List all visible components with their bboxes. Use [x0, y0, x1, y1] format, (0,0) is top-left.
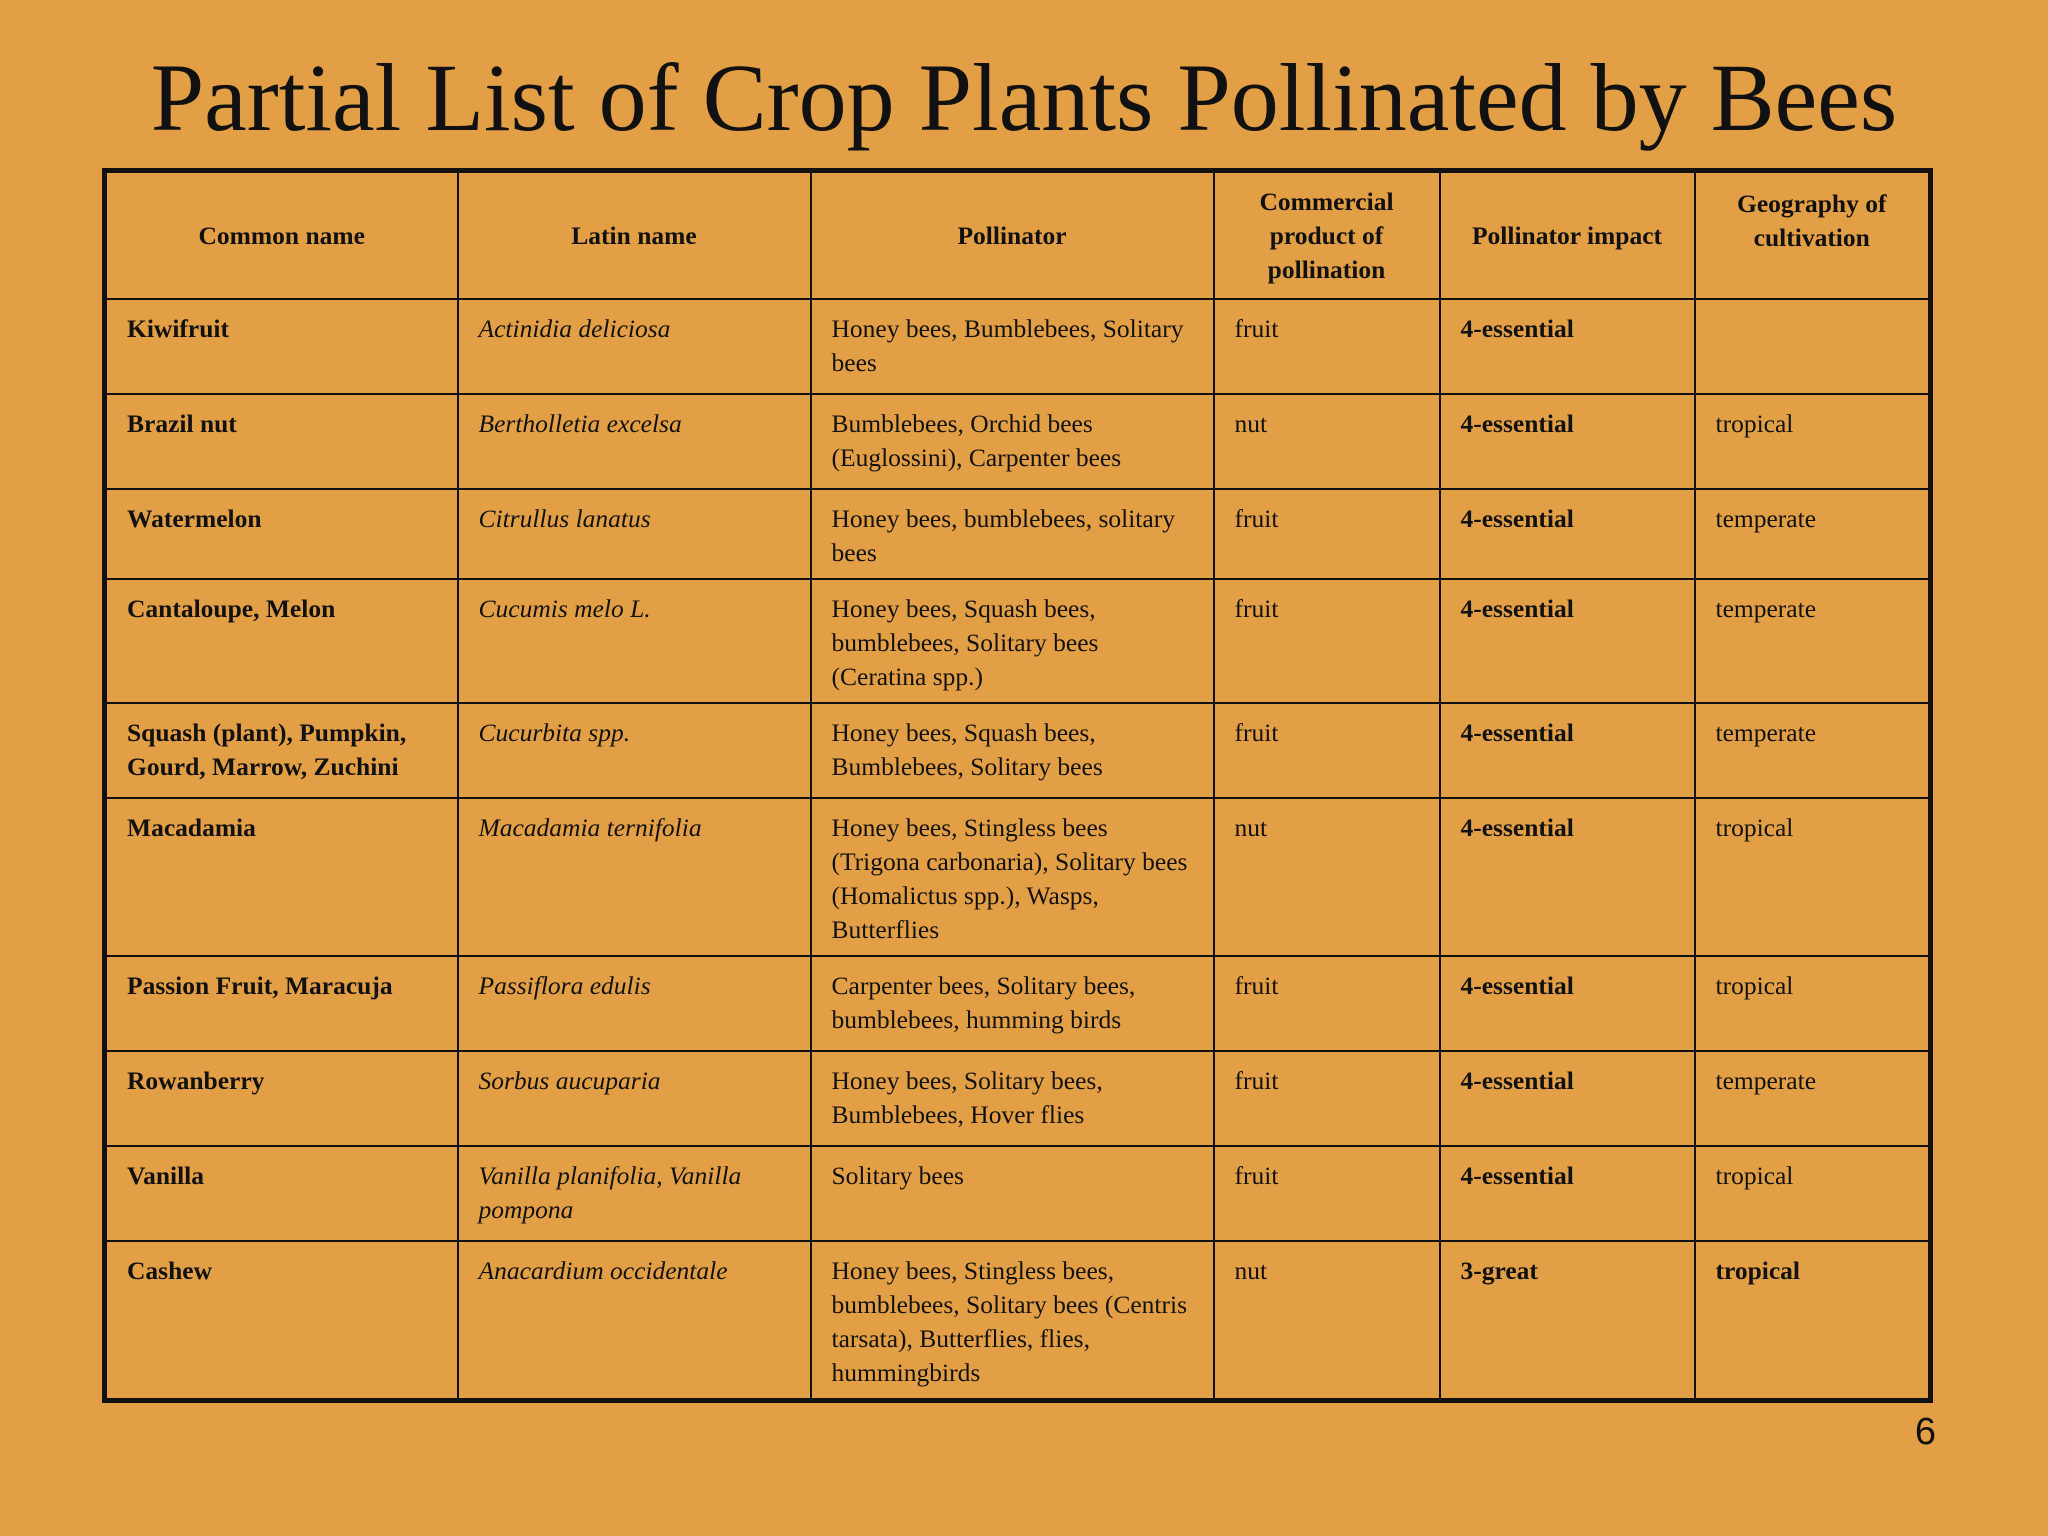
table-header-row: Common name Latin name Pollinator Commer…: [103, 169, 1932, 300]
cell-impact: 4-essential: [1438, 488, 1696, 580]
cell-latin-name: Vanilla planifolia, Vanilla pompona: [456, 1145, 812, 1242]
cell-common-name: Kiwifruit: [103, 298, 459, 395]
cell-product: fruit: [1212, 1050, 1441, 1147]
cell-pollinator: Honey bees, bumblebees, solitary bees: [809, 488, 1215, 580]
table-row: Macadamia Macadamia ternifolia Honey bee…: [103, 797, 1932, 957]
cell-latin-name: Sorbus aucuparia: [456, 1050, 812, 1147]
cell-product: fruit: [1212, 955, 1441, 1052]
cell-pollinator: Honey bees, Solitary bees, Bumblebees, H…: [809, 1050, 1215, 1147]
cell-impact: 4-essential: [1438, 1145, 1696, 1242]
cell-product: fruit: [1212, 1145, 1441, 1242]
cell-product: nut: [1212, 1240, 1441, 1402]
cell-pollinator: Honey bees, Stingless bees (Trigona carb…: [809, 797, 1215, 957]
cell-pollinator: Solitary bees: [809, 1145, 1215, 1242]
cell-latin-name: Actinidia deliciosa: [456, 298, 812, 395]
cell-geography: tropical: [1693, 797, 1932, 957]
cell-impact: 4-essential: [1438, 298, 1696, 395]
header-pollinator: Pollinator: [809, 169, 1215, 300]
cell-product: fruit: [1212, 578, 1441, 704]
header-latin-name: Latin name: [456, 169, 812, 300]
cell-latin-name: Anacardium occidentale: [456, 1240, 812, 1402]
cell-geography: temperate: [1693, 702, 1932, 799]
cell-common-name: Passion Fruit, Maracuja: [103, 955, 459, 1052]
cell-common-name: Cantaloupe, Melon: [103, 578, 459, 704]
cell-product: fruit: [1212, 702, 1441, 799]
cell-common-name: Macadamia: [103, 797, 459, 957]
cell-common-name: Squash (plant), Pumpkin, Gourd, Marrow, …: [103, 702, 459, 799]
cell-geography: tropical: [1693, 1240, 1932, 1402]
table-row: Watermelon Citrullus lanatus Honey bees,…: [103, 488, 1932, 580]
cell-pollinator: Bumblebees, Orchid bees (Euglossini), Ca…: [809, 393, 1215, 490]
crop-pollination-table: Common name Latin name Pollinator Commer…: [102, 168, 1933, 1403]
cell-impact: 4-essential: [1438, 702, 1696, 799]
table-row: Vanilla Vanilla planifolia, Vanilla pomp…: [103, 1145, 1932, 1242]
table-row: Cashew Anacardium occidentale Honey bees…: [103, 1240, 1932, 1402]
cell-common-name: Brazil nut: [103, 393, 459, 490]
cell-pollinator: Honey bees, Squash bees, bumblebees, Sol…: [809, 578, 1215, 704]
cell-pollinator: Honey bees, Squash bees, Bumblebees, Sol…: [809, 702, 1215, 799]
table-row: Squash (plant), Pumpkin, Gourd, Marrow, …: [103, 702, 1932, 799]
cell-pollinator: Honey bees, Bumblebees, Solitary bees: [809, 298, 1215, 395]
cell-pollinator: Honey bees, Stingless bees, bumblebees, …: [809, 1240, 1215, 1402]
cell-product: fruit: [1212, 488, 1441, 580]
cell-geography: tropical: [1693, 393, 1932, 490]
table-row: Kiwifruit Actinidia deliciosa Honey bees…: [103, 298, 1932, 395]
cell-geography: temperate: [1693, 488, 1932, 580]
cell-common-name: Watermelon: [103, 488, 459, 580]
crop-table-container: Common name Latin name Pollinator Commer…: [102, 168, 1933, 1403]
cell-geography: temperate: [1693, 1050, 1932, 1147]
table-row: Brazil nut Bertholletia excelsa Bumblebe…: [103, 393, 1932, 490]
cell-latin-name: Macadamia ternifolia: [456, 797, 812, 957]
header-geography: Geography of cultivation: [1693, 169, 1932, 300]
cell-common-name: Rowanberry: [103, 1050, 459, 1147]
cell-geography: temperate: [1693, 578, 1932, 704]
cell-latin-name: Bertholletia excelsa: [456, 393, 812, 490]
table-row: Cantaloupe, Melon Cucumis melo L. Honey …: [103, 578, 1932, 704]
cell-geography: [1693, 298, 1932, 395]
cell-impact: 3-great: [1438, 1240, 1696, 1402]
slide-title: Partial List of Crop Plants Pollinated b…: [150, 44, 1898, 151]
page-number: 6: [1914, 1411, 1936, 1453]
cell-common-name: Vanilla: [103, 1145, 459, 1242]
cell-product: nut: [1212, 797, 1441, 957]
cell-impact: 4-essential: [1438, 955, 1696, 1052]
cell-latin-name: Passiflora edulis: [456, 955, 812, 1052]
table-row: Rowanberry Sorbus aucuparia Honey bees, …: [103, 1050, 1932, 1147]
cell-latin-name: Cucumis melo L.: [456, 578, 812, 704]
cell-impact: 4-essential: [1438, 797, 1696, 957]
cell-common-name: Cashew: [103, 1240, 459, 1402]
cell-latin-name: Citrullus lanatus: [456, 488, 812, 580]
header-common-name: Common name: [103, 169, 459, 300]
header-commercial-product: Commercial product of pollination: [1212, 169, 1441, 300]
cell-product: nut: [1212, 393, 1441, 490]
cell-geography: tropical: [1693, 955, 1932, 1052]
cell-pollinator: Carpenter bees, Solitary bees, bumblebee…: [809, 955, 1215, 1052]
cell-impact: 4-essential: [1438, 393, 1696, 490]
cell-geography: tropical: [1693, 1145, 1932, 1242]
cell-impact: 4-essential: [1438, 1050, 1696, 1147]
table-row: Passion Fruit, Maracuja Passiflora eduli…: [103, 955, 1932, 1052]
header-pollinator-impact: Pollinator impact: [1438, 169, 1696, 300]
cell-product: fruit: [1212, 298, 1441, 395]
cell-impact: 4-essential: [1438, 578, 1696, 704]
cell-latin-name: Cucurbita spp.: [456, 702, 812, 799]
